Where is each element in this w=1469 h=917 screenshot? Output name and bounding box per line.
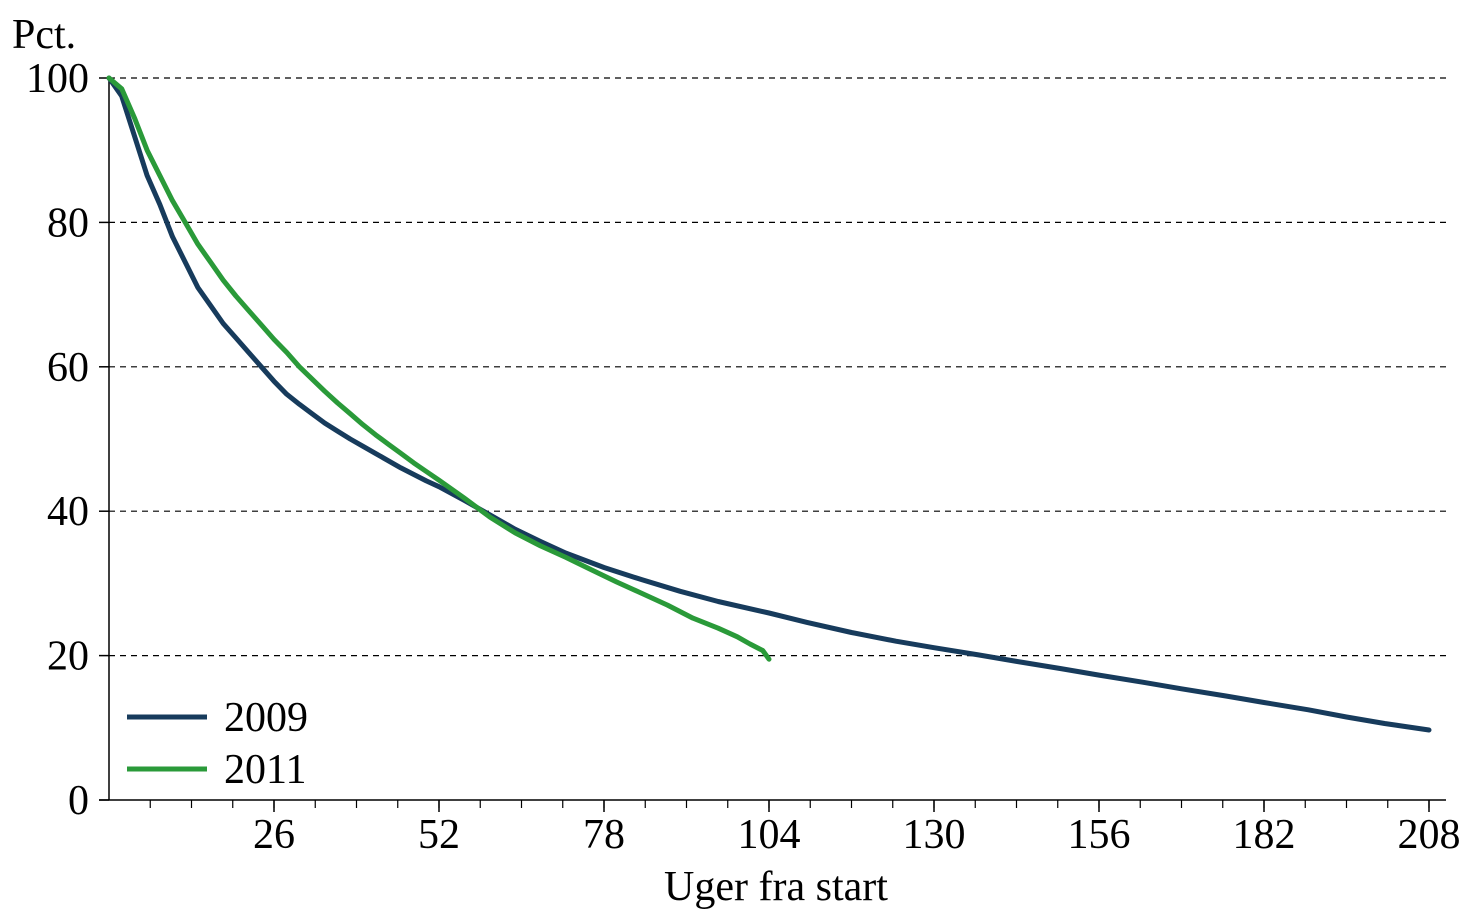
series-line-2011 <box>106 75 772 662</box>
legend-label-2011: 2011 <box>224 747 306 793</box>
y-tick-label-0: 0 <box>68 778 89 824</box>
axes-layer: 0 20 40 60 80 100 26 52 78 104 130 156 182 208 <box>26 56 1461 858</box>
x-tick-label-52: 52 <box>418 812 460 858</box>
x-tick-label-208: 208 <box>1398 812 1461 858</box>
series-line-2009 <box>106 75 1432 733</box>
labels-layer: Pct. Uger fra start <box>12 12 888 910</box>
series-layer <box>106 75 1432 733</box>
y-tick-label-100: 100 <box>26 56 89 102</box>
y-axis-label: Pct. <box>12 12 76 58</box>
grid-layer <box>109 77 1446 657</box>
y-tick-label-60: 60 <box>47 345 89 391</box>
x-tick-label-156: 156 <box>1068 812 1131 858</box>
x-axis-label: Uger fra start <box>664 864 888 910</box>
legend: 2009 2011 <box>127 695 308 793</box>
x-tick-label-182: 182 <box>1233 812 1296 858</box>
x-tick-label-26: 26 <box>253 812 295 858</box>
x-tick-label-78: 78 <box>583 812 625 858</box>
y-tick-label-20: 20 <box>47 634 89 680</box>
y-tick-label-80: 80 <box>47 200 89 246</box>
y-tick-label-40: 40 <box>47 489 89 535</box>
legend-label-2009: 2009 <box>224 695 308 741</box>
x-tick-label-130: 130 <box>903 812 966 858</box>
x-tick-label-104: 104 <box>738 812 801 858</box>
